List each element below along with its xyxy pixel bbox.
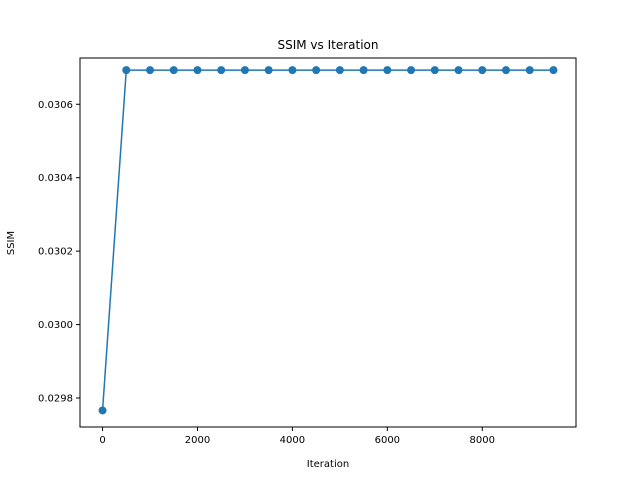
x-tick-label: 8000: [470, 435, 495, 446]
y-axis-label: SSIM: [6, 231, 17, 255]
data-point: [430, 66, 439, 75]
x-tick-label: 4000: [280, 435, 305, 446]
plot-frame: [79, 57, 577, 428]
data-point: [501, 66, 510, 75]
y-tick-label: 0.0306: [38, 100, 73, 111]
data-point: [454, 66, 463, 75]
data-point: [264, 66, 273, 75]
data-point: [359, 66, 368, 75]
x-tick-label: 2000: [185, 435, 210, 446]
data-point: [288, 66, 297, 75]
data-point: [193, 66, 202, 75]
x-tick-label: 0: [99, 435, 105, 446]
data-point: [98, 406, 107, 415]
data-point: [407, 66, 416, 75]
x-axis-label: Iteration: [307, 459, 349, 470]
data-point: [146, 66, 155, 75]
data-point: [549, 66, 558, 75]
data-point: [217, 66, 226, 75]
data-point: [169, 66, 178, 75]
data-point: [312, 66, 321, 75]
data-point: [525, 66, 534, 75]
plot-area: [98, 66, 558, 415]
y-axis: 0.0298 0.0300 0.0302 0.0304 0.0306: [38, 100, 80, 404]
data-point: [478, 66, 487, 75]
data-point: [383, 66, 392, 75]
data-point: [122, 66, 131, 75]
y-tick-label: 0.0300: [38, 320, 73, 331]
y-tick-label: 0.0302: [38, 247, 73, 258]
x-tick-label: 6000: [375, 435, 400, 446]
data-point: [335, 66, 344, 75]
x-axis: 0 2000 4000 6000 8000: [99, 427, 495, 446]
series-line: [101, 69, 554, 411]
y-tick-label: 0.0298: [38, 393, 73, 404]
y-tick-label: 0.0304: [38, 173, 73, 184]
data-point: [240, 66, 249, 75]
chart-title: SSIM vs Iteration: [277, 38, 378, 52]
